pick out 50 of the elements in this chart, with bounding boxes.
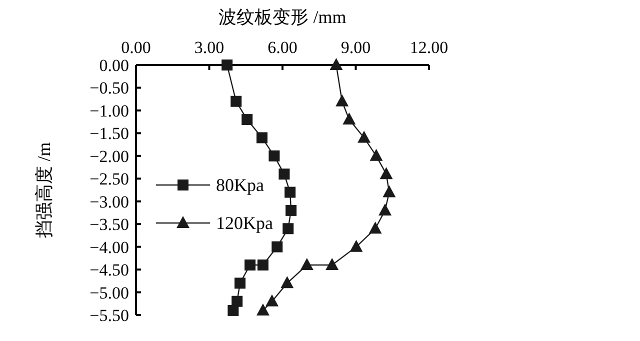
y-tick-label: 0.00 [99, 56, 129, 75]
x-tick-label: 0.00 [121, 38, 151, 57]
y-tick-label: −1.00 [90, 101, 129, 120]
x-tick-label: 6.00 [268, 38, 298, 57]
point [380, 167, 393, 180]
point [272, 241, 283, 252]
point [256, 132, 268, 144]
point [234, 278, 246, 289]
point [278, 168, 290, 180]
y-tick-label: −4.00 [90, 238, 129, 257]
y-tick-label: −1.50 [90, 124, 129, 144]
point [266, 294, 278, 306]
point [280, 276, 294, 288]
point [284, 186, 296, 198]
point [378, 203, 392, 216]
legend-label: 80Kpa [216, 175, 264, 195]
point [282, 223, 294, 234]
point [244, 260, 256, 270]
y-tick-label: −5.50 [90, 306, 129, 325]
point [286, 204, 297, 216]
point [368, 222, 382, 234]
point [268, 150, 280, 162]
point [358, 130, 371, 143]
y-tick-label: −2.00 [90, 146, 129, 166]
x-tick-label: 12.00 [410, 38, 448, 57]
y-axis-title: 挡强高度 /m [34, 142, 54, 238]
point [330, 58, 343, 70]
point [350, 240, 363, 252]
point [222, 60, 233, 70]
point [228, 304, 239, 316]
point [300, 258, 314, 270]
y-tick-label: −4.50 [90, 260, 129, 280]
point [230, 96, 242, 107]
x-axis-title: 波纹板变形 /mm [218, 7, 346, 27]
x-tick-label: 3.00 [194, 38, 224, 57]
point [342, 112, 356, 125]
y-tick-label: −0.50 [90, 78, 129, 98]
point [382, 185, 396, 198]
point [336, 94, 349, 106]
point [326, 258, 339, 270]
y-tick-label: −3.00 [90, 192, 129, 212]
point [256, 303, 270, 316]
legend-label: 120Kpa [216, 213, 273, 233]
y-tick-label: −5.00 [90, 283, 129, 302]
x-tick-label: 9.00 [340, 38, 371, 57]
point [257, 260, 268, 270]
y-tick-label: −2.50 [90, 170, 129, 189]
y-tick-label: −3.50 [90, 215, 129, 234]
point [242, 114, 253, 126]
point [370, 148, 383, 161]
